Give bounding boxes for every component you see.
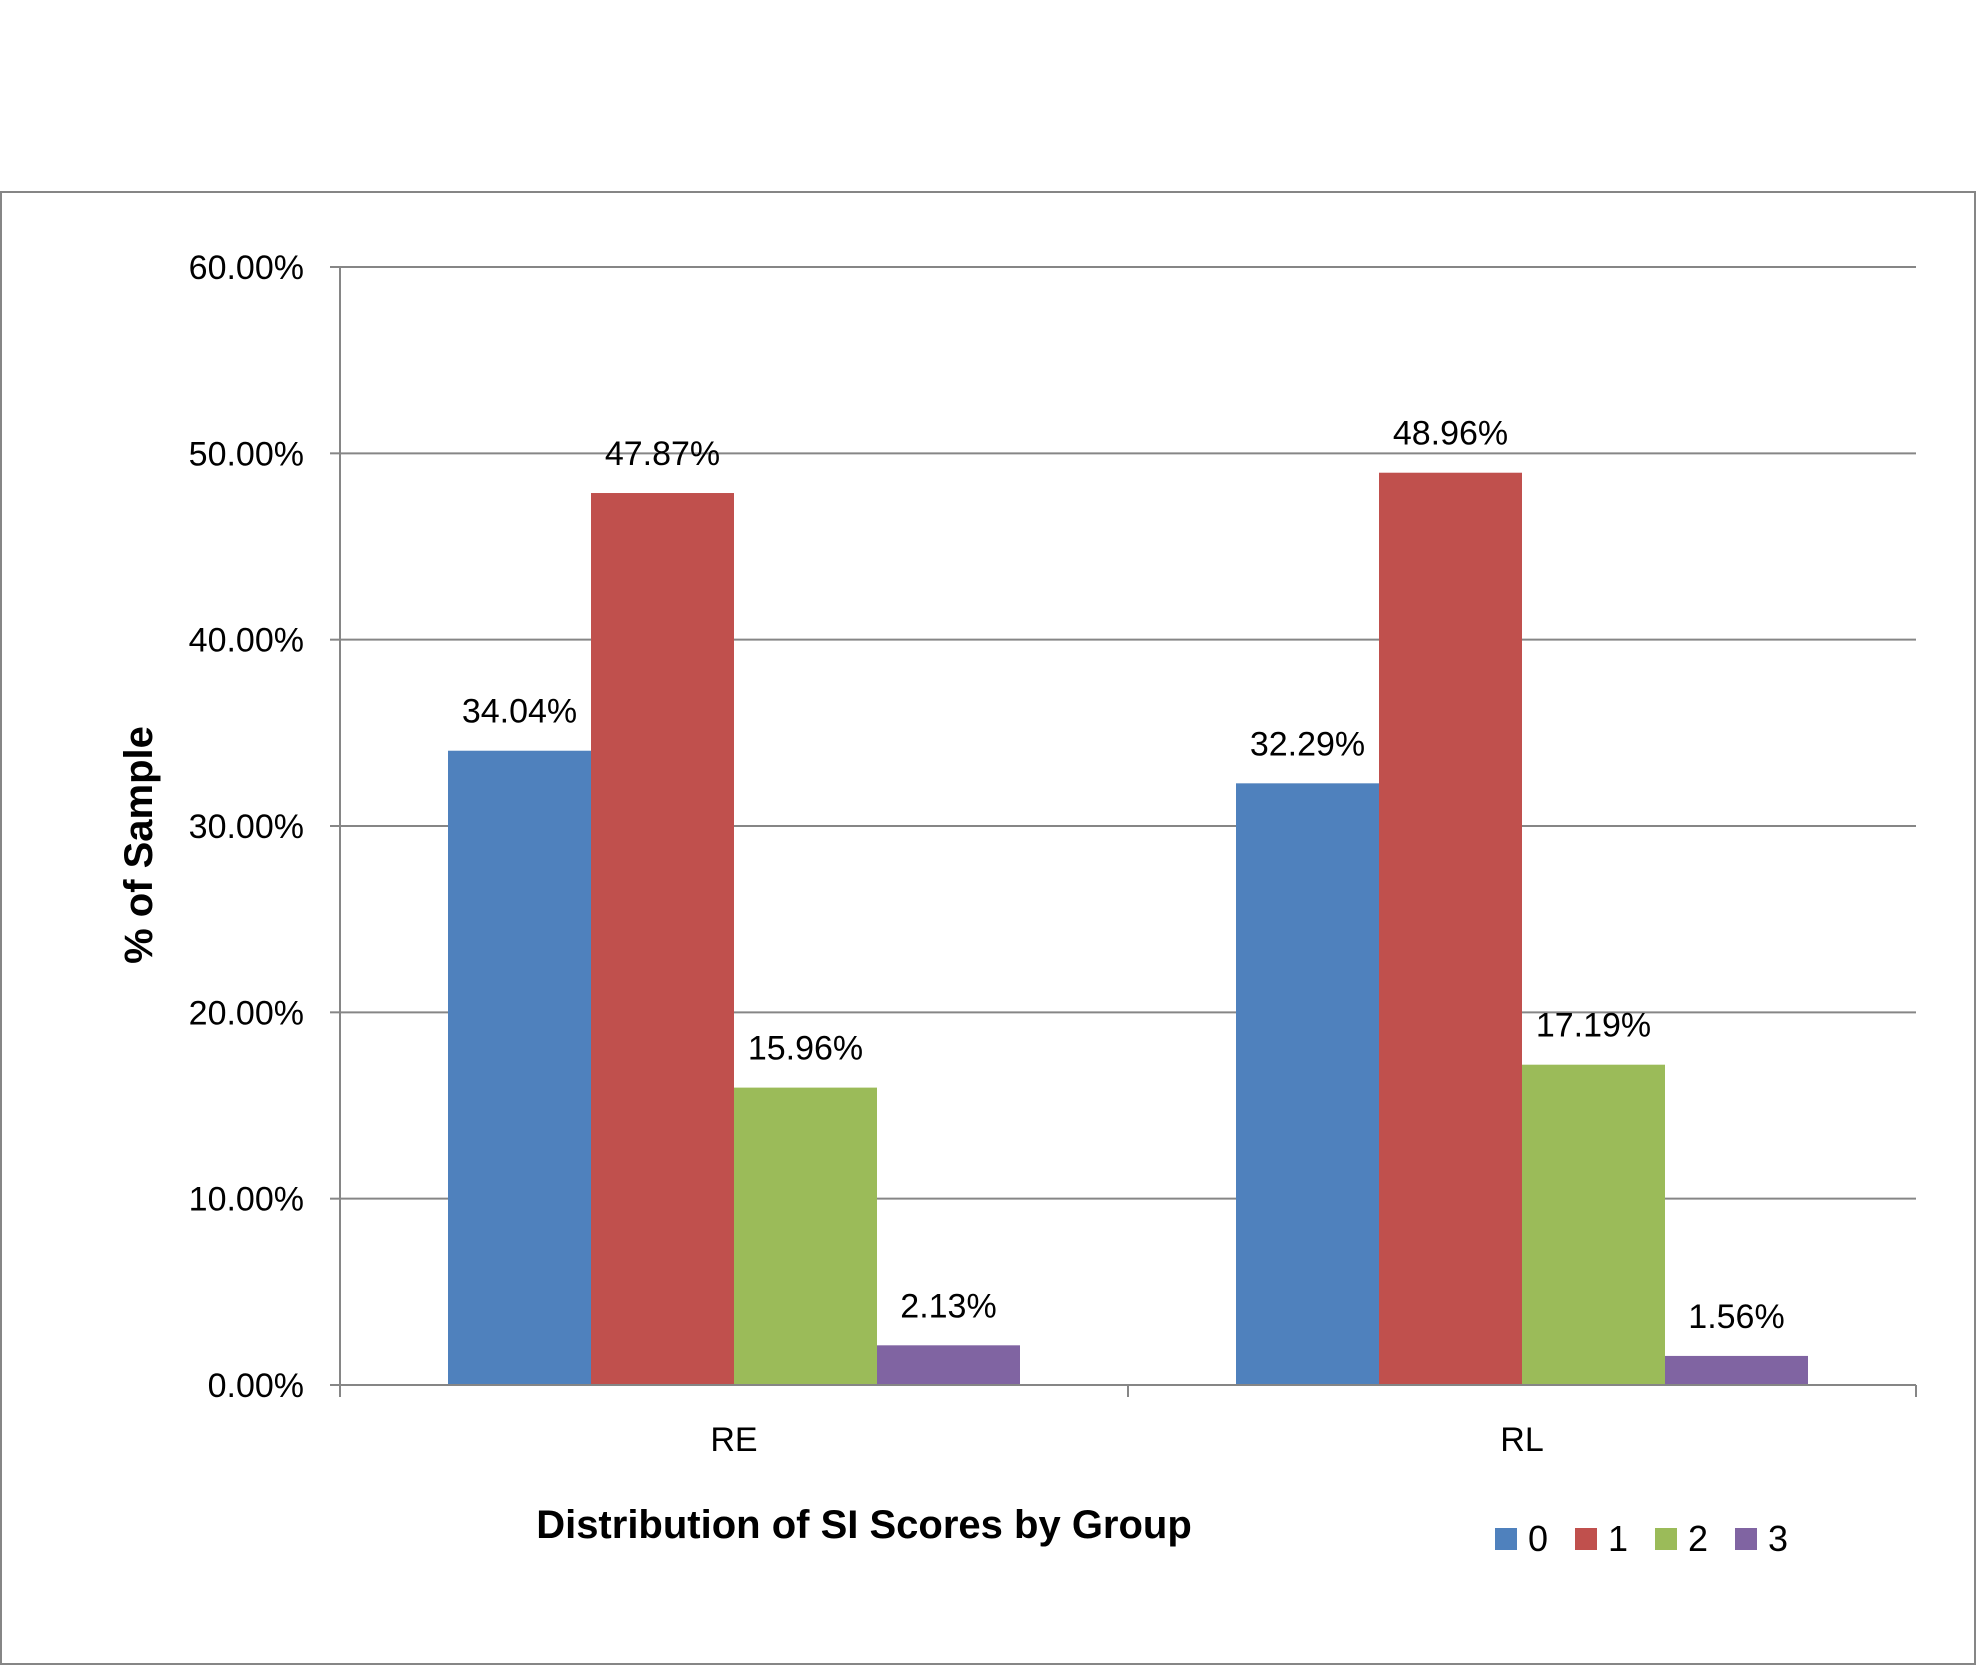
chart-area-border — [0, 191, 1976, 1665]
data-label: 1.56% — [1688, 1298, 1784, 1336]
bar-RL-0 — [1236, 783, 1379, 1385]
y-tick-label: 10.00% — [189, 1181, 304, 1219]
bar-RL-3 — [1665, 1355, 1808, 1385]
legend-swatch-3 — [1735, 1528, 1757, 1550]
y-tick-label: 40.00% — [189, 622, 304, 660]
y-tick-label: 60.00% — [189, 249, 304, 287]
legend-label: 1 — [1608, 1518, 1628, 1559]
x-axis-category-labels: RE RL — [710, 1421, 1543, 1459]
bars — [448, 472, 1808, 1385]
bar-RL-2 — [1522, 1064, 1665, 1385]
data-label: 32.29% — [1250, 725, 1365, 763]
y-tick-label: 30.00% — [189, 808, 304, 846]
bar-RE-2 — [734, 1087, 877, 1385]
y-axis-tick-labels: 0.00% 10.00% 20.00% 30.00% 40.00% 50.00% 60.00… — [189, 249, 304, 1405]
category-label: RE — [710, 1421, 757, 1459]
data-label: 48.96% — [1393, 415, 1508, 453]
data-label: 17.19% — [1536, 1007, 1651, 1045]
x-axis-title: Distribution of SI Scores by Group — [536, 1503, 1192, 1547]
legend: 0 1 2 3 — [1495, 1518, 1788, 1559]
y-tick-label: 20.00% — [189, 994, 304, 1032]
bar-RE-3 — [877, 1345, 1020, 1385]
bar-RE-0 — [448, 750, 591, 1385]
legend-label: 0 — [1528, 1518, 1548, 1559]
bar-RL-1 — [1379, 472, 1522, 1385]
y-tick-label: 0.00% — [208, 1367, 304, 1405]
axes — [330, 266, 1917, 1397]
bar-RE-1 — [591, 493, 734, 1385]
data-labels: 34.04% 47.87% 15.96% 2.13% 32.29% 48.96% 17.19… — [462, 415, 1785, 1336]
legend-swatch-1 — [1575, 1528, 1597, 1550]
category-label: RL — [1500, 1421, 1543, 1459]
legend-swatch-0 — [1495, 1528, 1517, 1550]
legend-swatch-2 — [1655, 1528, 1677, 1550]
data-label: 47.87% — [605, 435, 720, 473]
legend-label: 3 — [1768, 1518, 1788, 1559]
y-tick-label: 50.00% — [189, 435, 304, 473]
y-axis-title: % of Sample — [117, 726, 161, 964]
data-label: 2.13% — [900, 1287, 996, 1325]
data-label: 34.04% — [462, 693, 577, 731]
data-label: 15.96% — [748, 1030, 863, 1068]
legend-label: 2 — [1688, 1518, 1708, 1559]
